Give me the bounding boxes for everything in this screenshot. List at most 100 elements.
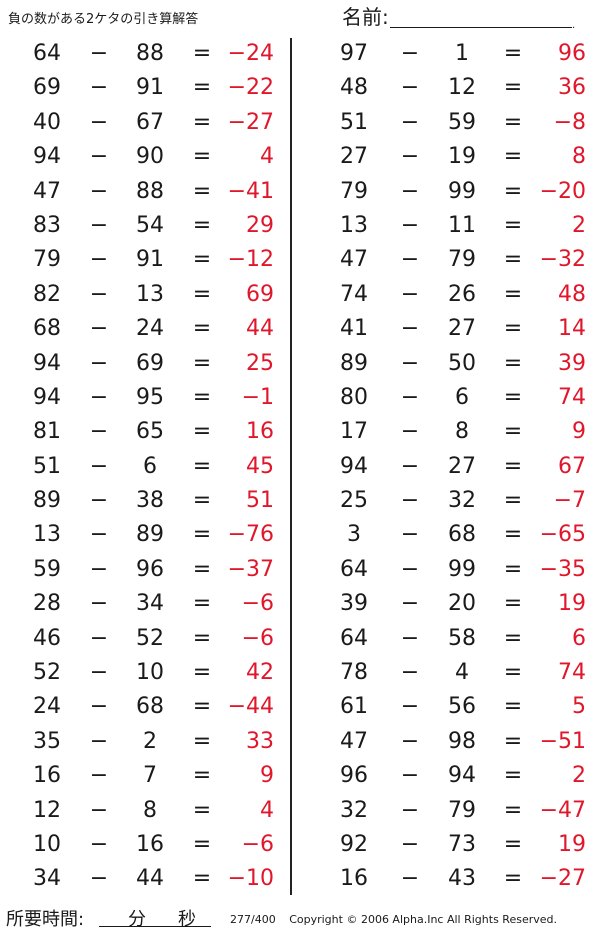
time-taken-field: 所要時間: 分 秒 bbox=[6, 905, 221, 930]
problem-row: 94 − 90 = 4 bbox=[0, 140, 290, 174]
equals-sign: = bbox=[192, 625, 212, 651]
minuend: 52 bbox=[33, 660, 61, 686]
subtrahend: 24 bbox=[136, 316, 164, 342]
equals-sign: = bbox=[503, 625, 523, 651]
answer: −10 bbox=[227, 866, 274, 892]
problem-row: 10 − 16 = −6 bbox=[0, 828, 290, 862]
minuend: 94 bbox=[340, 453, 368, 479]
minus-sign: − bbox=[400, 75, 420, 101]
minus-sign: − bbox=[89, 556, 109, 582]
problem-row: 68 − 24 = 44 bbox=[0, 312, 290, 346]
minuend: 79 bbox=[33, 247, 61, 273]
answer: 36 bbox=[558, 75, 586, 101]
minus-sign: − bbox=[400, 763, 420, 789]
answer: 33 bbox=[246, 728, 274, 754]
equals-sign: = bbox=[503, 41, 523, 66]
answer: 2 bbox=[572, 763, 586, 789]
subtrahend: 38 bbox=[136, 488, 164, 514]
problem-row: 12 − 8 = 4 bbox=[0, 794, 290, 828]
subtrahend: 43 bbox=[448, 866, 476, 892]
answer: −35 bbox=[539, 556, 586, 582]
minus-sign: − bbox=[89, 247, 109, 273]
minuend: 92 bbox=[340, 831, 368, 857]
minuend: 94 bbox=[33, 350, 61, 376]
problem-row: 89 − 38 = 51 bbox=[0, 484, 290, 518]
subtrahend: 54 bbox=[136, 212, 164, 238]
equals-sign: = bbox=[192, 247, 212, 273]
answer: −37 bbox=[227, 556, 274, 582]
minuend: 89 bbox=[340, 350, 368, 376]
subtrahend: 73 bbox=[448, 831, 476, 857]
problem-row: 13 − 89 = −76 bbox=[0, 518, 290, 552]
minus-sign: − bbox=[89, 694, 109, 720]
page-number: 277/400 bbox=[230, 913, 276, 926]
equals-sign: = bbox=[503, 797, 523, 823]
problem-row: 25 − 32 = −7 bbox=[292, 484, 600, 518]
answer: 19 bbox=[558, 831, 586, 857]
answer: −12 bbox=[227, 247, 274, 273]
minus-sign: − bbox=[89, 281, 109, 307]
minuend: 96 bbox=[340, 763, 368, 789]
minuend: 13 bbox=[340, 212, 368, 238]
answer: −27 bbox=[539, 866, 586, 892]
minutes-unit: 分 bbox=[128, 909, 146, 930]
answer: 48 bbox=[558, 281, 586, 307]
time-underline bbox=[99, 926, 211, 927]
problem-row: 97 − 1 = 96 bbox=[292, 37, 600, 71]
subtrahend: 79 bbox=[448, 247, 476, 273]
subtrahend: 20 bbox=[448, 591, 476, 617]
problem-row: 32 − 79 = −47 bbox=[292, 794, 600, 828]
minuend: 51 bbox=[33, 453, 61, 479]
minus-sign: − bbox=[400, 350, 420, 376]
minus-sign: − bbox=[400, 281, 420, 307]
name-field: 名前: . bbox=[342, 4, 582, 31]
minuend: 35 bbox=[33, 728, 61, 754]
minuend: 41 bbox=[340, 316, 368, 342]
equals-sign: = bbox=[192, 797, 212, 823]
minus-sign: − bbox=[400, 660, 420, 686]
equals-sign: = bbox=[503, 75, 523, 101]
minuend: 64 bbox=[340, 625, 368, 651]
minuend: 83 bbox=[33, 212, 61, 238]
minus-sign: − bbox=[400, 831, 420, 857]
subtrahend: 88 bbox=[136, 178, 164, 204]
equals-sign: = bbox=[192, 75, 212, 101]
minus-sign: − bbox=[89, 419, 109, 445]
problem-row: 48 − 12 = 36 bbox=[292, 71, 600, 105]
answer: 9 bbox=[260, 763, 274, 789]
answer: −24 bbox=[227, 41, 274, 66]
problem-row: 80 − 6 = 74 bbox=[292, 381, 600, 415]
minus-sign: − bbox=[89, 660, 109, 686]
minus-sign: − bbox=[400, 522, 420, 548]
equals-sign: = bbox=[503, 591, 523, 617]
equals-sign: = bbox=[503, 453, 523, 479]
subtrahend: 69 bbox=[136, 350, 164, 376]
minus-sign: − bbox=[89, 41, 109, 66]
equals-sign: = bbox=[503, 763, 523, 789]
equals-sign: = bbox=[192, 453, 212, 479]
equals-sign: = bbox=[192, 316, 212, 342]
equals-sign: = bbox=[503, 556, 523, 582]
minuend: 10 bbox=[33, 831, 61, 857]
minuend: 32 bbox=[340, 797, 368, 823]
answer: −6 bbox=[241, 831, 274, 857]
equals-sign: = bbox=[192, 556, 212, 582]
equals-sign: = bbox=[192, 591, 212, 617]
subtrahend: 90 bbox=[136, 144, 164, 170]
problem-row: 27 − 19 = 8 bbox=[292, 140, 600, 174]
minuend: 47 bbox=[33, 178, 61, 204]
answer: −44 bbox=[227, 694, 274, 720]
problem-row: 61 − 56 = 5 bbox=[292, 690, 600, 724]
answer: 45 bbox=[246, 453, 274, 479]
subtrahend: 1 bbox=[455, 41, 469, 66]
answer: 44 bbox=[246, 316, 274, 342]
minus-sign: − bbox=[400, 384, 420, 410]
equals-sign: = bbox=[503, 178, 523, 204]
minuend: 12 bbox=[33, 797, 61, 823]
minus-sign: − bbox=[400, 247, 420, 273]
name-dot: . bbox=[572, 20, 576, 31]
minuend: 25 bbox=[340, 488, 368, 514]
problem-row: 81 − 65 = 16 bbox=[0, 415, 290, 449]
minuend: 16 bbox=[340, 866, 368, 892]
subtrahend: 34 bbox=[136, 591, 164, 617]
